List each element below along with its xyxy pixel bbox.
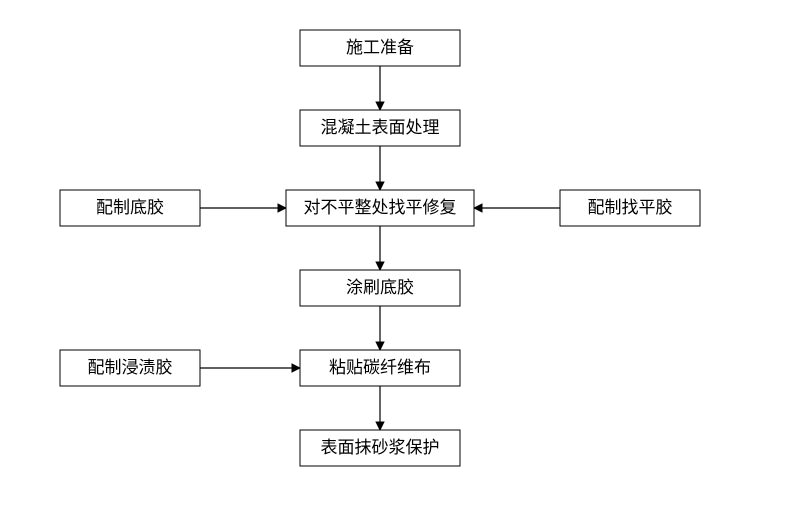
flow-node-label: 配制浸渍胶: [88, 358, 173, 377]
flow-node-label: 配制找平胶: [588, 198, 673, 217]
flow-node-n3: 对不平整处找平修复: [286, 190, 474, 226]
flow-node-label: 表面抹砂浆保护: [321, 438, 440, 457]
flow-node-label: 粘贴碳纤维布: [329, 358, 431, 377]
flow-node-s1: 配制底胶: [60, 190, 200, 226]
flow-node-label: 对不平整处找平修复: [304, 198, 457, 217]
flow-node-label: 混凝土表面处理: [321, 118, 440, 137]
flow-node-label: 配制底胶: [96, 198, 164, 217]
flow-node-n6: 表面抹砂浆保护: [300, 430, 460, 466]
flowchart-canvas: 施工准备混凝土表面处理对不平整处找平修复涂刷底胶粘贴碳纤维布表面抹砂浆保护 配制底…: [0, 0, 800, 530]
flow-node-n2: 混凝土表面处理: [300, 110, 460, 146]
flow-node-s3: 配制浸渍胶: [60, 350, 200, 386]
flow-node-label: 涂刷底胶: [346, 278, 414, 297]
flow-node-n4: 涂刷底胶: [300, 270, 460, 306]
flow-node-n1: 施工准备: [300, 30, 460, 66]
flow-node-n5: 粘贴碳纤维布: [300, 350, 460, 386]
flow-node-label: 施工准备: [346, 38, 414, 57]
flow-node-s2: 配制找平胶: [560, 190, 700, 226]
